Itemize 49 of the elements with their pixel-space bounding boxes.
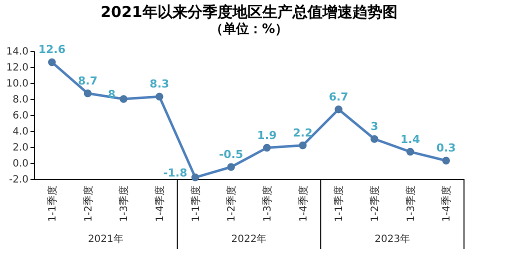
chart-subtitle: （单位：%） <box>210 21 288 38</box>
data-label: 12.6 <box>38 43 66 56</box>
point <box>370 135 378 143</box>
x-tick-label: 1-1季度 <box>333 186 346 222</box>
data-label: 8.3 <box>150 78 170 91</box>
text: 2023年 <box>374 233 410 245</box>
data-label: 3 <box>370 120 378 133</box>
point <box>227 163 235 171</box>
x-tick-label: 1-2季度 <box>82 186 94 222</box>
text: 2021年 <box>88 233 124 245</box>
data-label: 1.9 <box>257 128 277 142</box>
x-tick-label: 1-3季度 <box>261 186 274 222</box>
y-tick-label: 10.0 <box>6 78 28 90</box>
y-tick-label: 12.0 <box>6 62 28 74</box>
y-tick-label: -2.0 <box>8 174 28 186</box>
point <box>84 90 92 98</box>
x-tick-label: 1-1季度 <box>190 186 202 222</box>
point <box>298 142 307 150</box>
x-tick-label: 1-1季度 <box>46 186 58 222</box>
x-tick-label: 1-3季度 <box>118 186 130 222</box>
point <box>156 92 164 100</box>
data-label: 8.7 <box>78 74 98 88</box>
point <box>442 156 450 164</box>
data-label: 2.2 <box>293 126 312 140</box>
data-label: -1.8 <box>163 166 188 180</box>
text: 2022年 <box>231 233 267 245</box>
y-tick-label: 0.0 <box>12 158 28 170</box>
point <box>191 174 200 182</box>
x-tick-label: 1-2季度 <box>368 186 381 222</box>
y-tick-label: 2.0 <box>12 142 28 154</box>
y-tick-label: 8.0 <box>12 94 28 106</box>
x-tick-label: 1-4季度 <box>440 186 453 222</box>
y-tick-label: 4.0 <box>12 126 28 138</box>
data-label: 1.4 <box>400 132 420 146</box>
y-tick-label: 6.0 <box>12 110 28 122</box>
point <box>334 106 342 114</box>
point <box>120 95 128 103</box>
x-tick-label: 1-4季度 <box>297 186 310 222</box>
x-tick-label: 1-4季度 <box>154 186 166 222</box>
data-label: -0.5 <box>219 148 244 161</box>
data-label: 6.7 <box>328 90 348 104</box>
x-tick-label: 1-3季度 <box>404 186 417 222</box>
point <box>406 148 414 156</box>
data-label: 0.3 <box>436 142 456 155</box>
y-tick-label: 14.0 <box>6 46 28 58</box>
point <box>48 58 56 66</box>
chart-title: 2021年以来分季度地区生产总值增速趋势图 <box>100 3 398 22</box>
point <box>263 144 271 152</box>
x-tick-label: 1-2季度 <box>226 186 238 222</box>
